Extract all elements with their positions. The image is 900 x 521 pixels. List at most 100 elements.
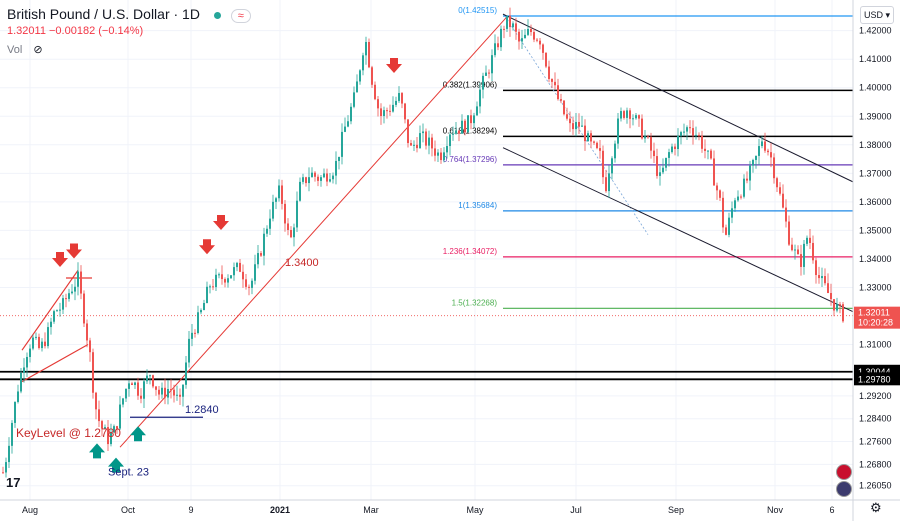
support-level-value: 1.29780 [858, 374, 891, 384]
candle-body [431, 137, 433, 149]
flag-upper [21, 269, 79, 351]
candle-body [422, 131, 424, 134]
candle-body [5, 462, 7, 473]
candle-body [122, 398, 124, 405]
candle-body [809, 237, 811, 243]
candle-body [8, 445, 10, 463]
candle-body [695, 134, 697, 136]
time-tick-label: Aug [22, 505, 38, 515]
candle-body [410, 143, 412, 146]
candle-body [302, 177, 304, 182]
candle-body [107, 427, 109, 445]
candle-body [77, 271, 79, 287]
price-tick-label: 1.26050 [859, 481, 892, 491]
candle-body [320, 177, 322, 181]
candle-body [626, 110, 628, 118]
candle-body [800, 254, 802, 267]
candle-body [206, 286, 208, 303]
candle-body [548, 66, 550, 79]
candle-body [176, 394, 178, 396]
candle-body [362, 55, 364, 71]
candle-body [203, 302, 205, 311]
eye-hidden-icon[interactable]: ⊘ [33, 44, 43, 56]
settings-gear-icon[interactable]: ⚙ [870, 500, 882, 515]
symbol-title[interactable]: British Pound / U.S. Dollar · 1D [7, 6, 200, 22]
candle-body [434, 148, 436, 156]
currency-selector[interactable]: USD ▾ [860, 6, 894, 24]
candle-body [359, 70, 361, 82]
candle-body [314, 172, 316, 177]
candle-body [629, 110, 631, 119]
candle-body [659, 172, 661, 176]
candle-body [149, 375, 151, 377]
annotation-key-level: KeyLevel @ 1.2780 [16, 426, 121, 440]
candle-body [503, 28, 505, 30]
gbp-flag-icon [836, 464, 852, 480]
candle-body [608, 173, 610, 192]
candle-body [353, 92, 355, 107]
candles [2, 7, 844, 478]
candle-body [338, 156, 340, 161]
price-tick-label: 1.28400 [859, 414, 892, 424]
market-status-icon [213, 11, 221, 19]
candle-body [326, 173, 328, 182]
fib-level-label: 1.236(1.34072) [443, 247, 498, 256]
candle-body [29, 348, 31, 357]
data-status-icon[interactable]: ≈ [230, 9, 251, 23]
candle-body [677, 135, 679, 150]
price-tick-label: 1.36000 [859, 197, 892, 207]
candle-body [476, 106, 478, 116]
candle-body [308, 177, 310, 184]
annotations: 1.3400 1.2840 KeyLevel @ 1.2780 Sept. 23 [16, 58, 402, 479]
candle-body [521, 38, 523, 42]
candle-body [725, 227, 727, 235]
candle-body [329, 179, 331, 182]
buy-arrow-icon [89, 443, 105, 459]
candle-body [236, 262, 238, 268]
candle-body [254, 264, 256, 281]
tradingview-logo-icon[interactable]: 17 [6, 475, 21, 490]
price-quote: 1.32011 −0.00182 (−0.14%) [7, 25, 144, 37]
candle-body [785, 207, 787, 222]
candle-body [818, 275, 820, 279]
candle-body [482, 75, 484, 90]
candle-body [455, 130, 457, 134]
price-tick-label: 1.42000 [859, 26, 892, 36]
current-price-tag [854, 306, 900, 329]
candle-body [701, 135, 703, 149]
candle-body [188, 338, 190, 363]
candle-body [104, 427, 106, 429]
candle-body [194, 332, 196, 334]
candle-body [137, 382, 139, 396]
candle-body [392, 104, 394, 112]
candle-body [443, 152, 445, 161]
candle-body [311, 172, 313, 178]
candle-body [788, 221, 790, 245]
volume-legend: Vol ⊘ [7, 43, 43, 56]
price-tick-label: 1.31000 [859, 340, 892, 350]
candle-body [440, 152, 442, 161]
candle-body [461, 120, 463, 134]
price-axis-bg [853, 0, 900, 521]
candle-body [764, 141, 766, 151]
price-tick-label: 1.40000 [859, 83, 892, 93]
candle-body [602, 150, 604, 178]
candle-body [569, 118, 571, 124]
fib-levels: 0(1.42515) 0.382(1.39906) 0.618(1.38294) 0.… [0, 6, 853, 381]
candle-body [530, 29, 532, 33]
candle-body [716, 185, 718, 191]
time-tick-label: Mar [363, 505, 379, 515]
time-tick-label: Nov [767, 505, 784, 515]
fib-level-label: 1.5(1.32268) [452, 298, 498, 307]
buy-arrow-icon [130, 426, 146, 442]
time-tick-label: Sep [668, 505, 684, 515]
candle-body [32, 337, 34, 349]
candle-body [437, 152, 439, 156]
candle-body [680, 132, 682, 136]
candle-body [578, 122, 580, 127]
candle-body [101, 421, 103, 429]
candle-body [221, 274, 223, 280]
candle-body [698, 134, 700, 136]
candle-body [794, 249, 796, 251]
